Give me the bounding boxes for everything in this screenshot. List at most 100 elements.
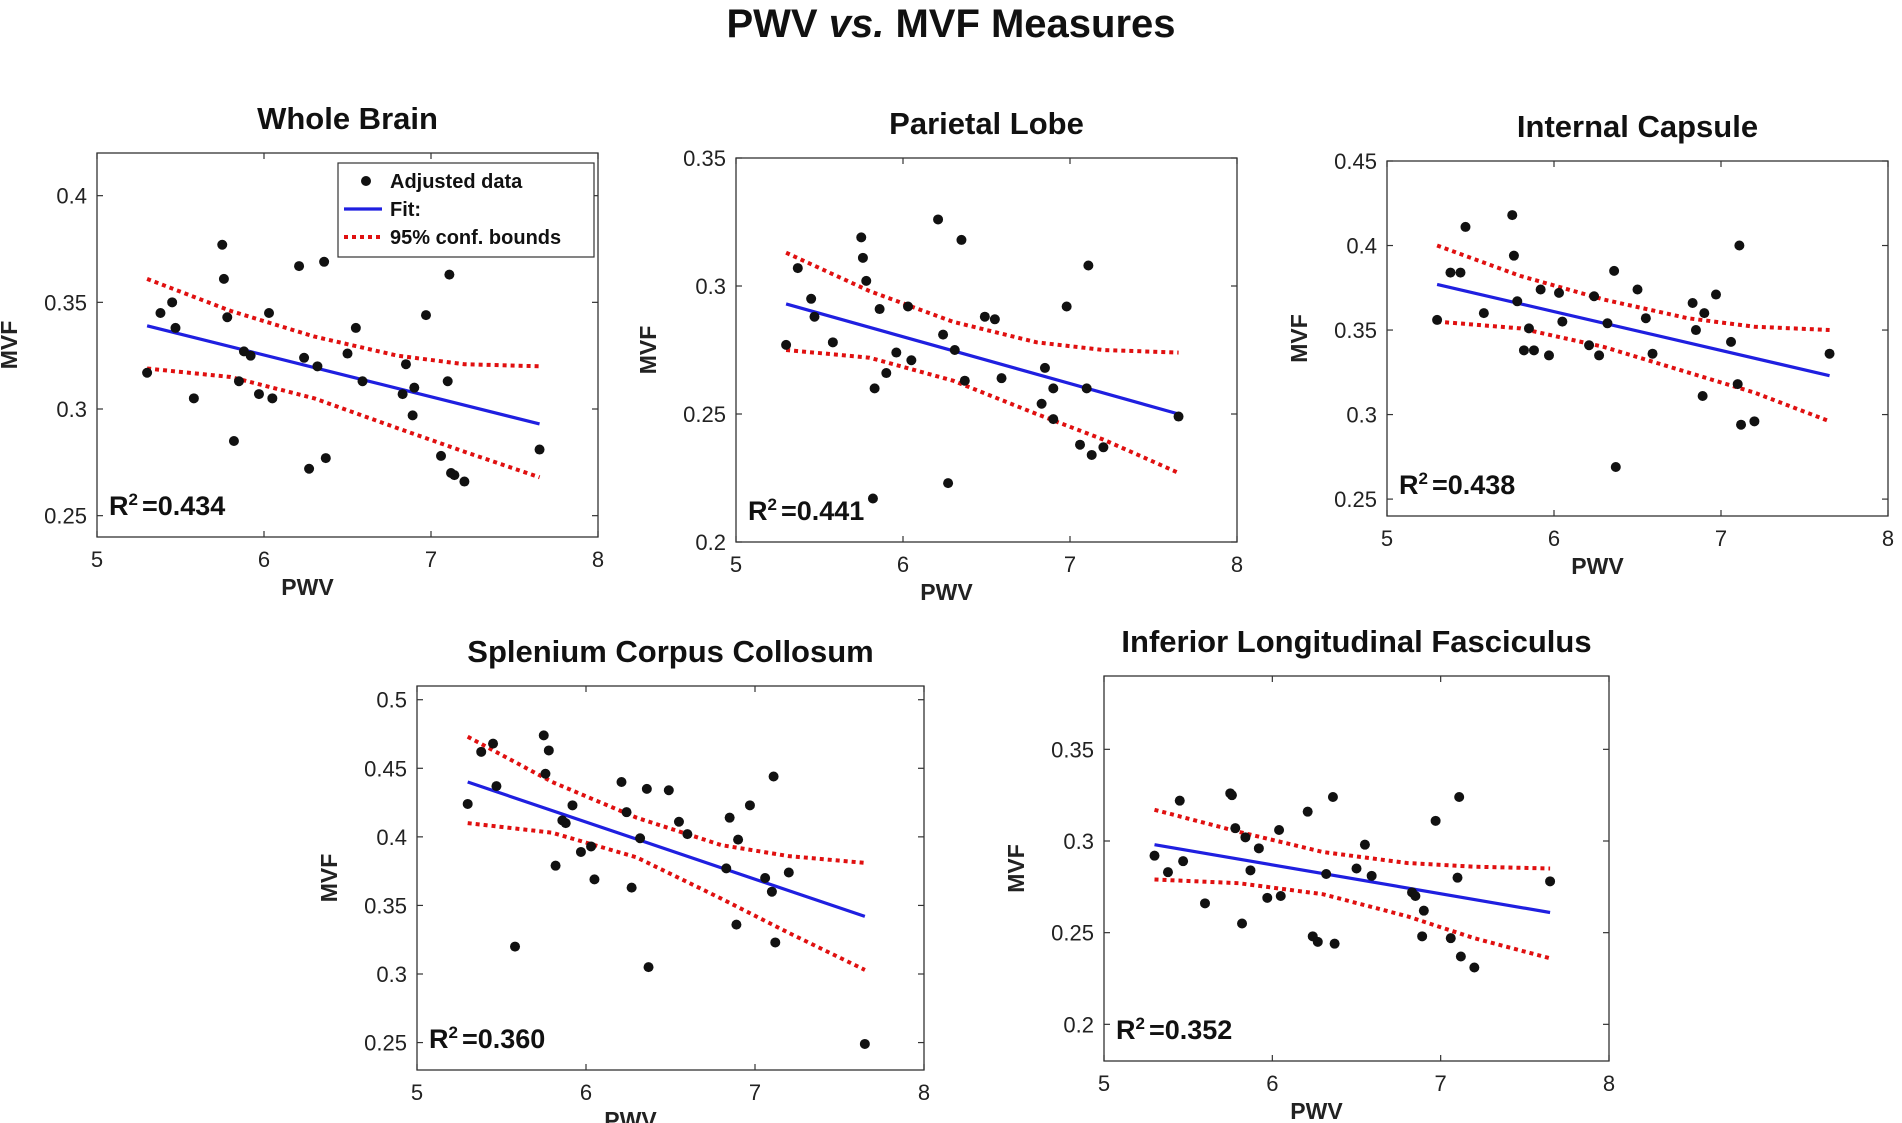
- data-point: [1518, 345, 1529, 356]
- data-point: [1452, 872, 1463, 883]
- data-point: [959, 375, 970, 386]
- data-point: [228, 436, 239, 446]
- legend-point-marker: [361, 176, 371, 186]
- y-tick-label: 0.35: [44, 290, 87, 315]
- data-point: [1075, 439, 1086, 450]
- data-point: [444, 269, 455, 280]
- data-point: [861, 275, 872, 286]
- data-point: [142, 367, 153, 378]
- y-axis-label: MVF: [635, 326, 661, 375]
- data-point: [1410, 891, 1421, 901]
- data-point: [1455, 951, 1466, 962]
- data-point: [510, 941, 521, 952]
- axes-box: [96, 152, 599, 538]
- data-point: [856, 232, 867, 243]
- data-point: [1543, 350, 1554, 361]
- x-axis-label: PWV: [604, 1107, 657, 1123]
- y-tick-label: 0.2: [695, 530, 726, 555]
- data-point: [459, 476, 470, 487]
- lower-confidence-bound: [1154, 877, 1551, 961]
- y-tick-label: 0.3: [1063, 829, 1094, 854]
- data-point: [188, 393, 199, 404]
- data-point: [1039, 362, 1050, 373]
- data-point: [1507, 210, 1518, 221]
- r-squared-exponent: 2: [449, 1023, 458, 1042]
- data-point: [938, 329, 949, 340]
- data-point: [859, 1038, 870, 1049]
- y-tick-label: 0.25: [1051, 921, 1094, 946]
- data-point: [721, 863, 732, 874]
- data-point: [867, 493, 878, 504]
- upper-confidence-bound: [146, 277, 540, 369]
- data-point: [245, 350, 256, 361]
- y-axis-label: MVF: [0, 321, 22, 370]
- fit-line: [785, 302, 1179, 416]
- r-squared-value: =0.438: [1432, 470, 1515, 500]
- data-point: [1036, 398, 1047, 409]
- data-point: [956, 234, 967, 245]
- lower-confidence-bound: [785, 348, 1180, 475]
- chart-title: Internal Capsule: [1517, 109, 1758, 144]
- data-point: [538, 730, 549, 741]
- x-tick-label: 5: [1381, 526, 1393, 551]
- data-point: [1640, 313, 1651, 324]
- data-point: [641, 783, 652, 794]
- data-point: [881, 368, 892, 379]
- data-point: [682, 829, 693, 840]
- x-tick-label: 8: [1231, 552, 1243, 577]
- y-tick-label: 0.3: [56, 397, 87, 422]
- x-tick-label: 6: [1548, 526, 1560, 551]
- figure-title-prefix: PWV: [726, 2, 818, 46]
- data-point: [943, 478, 954, 489]
- data-point: [420, 310, 431, 321]
- data-point: [294, 261, 305, 272]
- data-point: [1329, 938, 1340, 949]
- data-point: [781, 339, 792, 350]
- data-point: [731, 919, 742, 930]
- figure-title-vs: vs.: [828, 2, 885, 46]
- data-point: [264, 308, 275, 318]
- data-point: [319, 256, 330, 267]
- y-tick-label: 0.4: [1346, 234, 1377, 259]
- r-squared-value: =0.441: [781, 496, 864, 526]
- data-point: [488, 738, 499, 749]
- data-point: [1230, 823, 1241, 834]
- data-point: [1274, 825, 1285, 835]
- y-tick-label: 0.5: [376, 688, 407, 713]
- y-tick-label: 0.4: [56, 184, 87, 209]
- y-axis-label: MVF: [316, 854, 342, 903]
- data-point: [1690, 325, 1701, 336]
- legend-fit-label: Fit:: [390, 199, 421, 221]
- data-point: [891, 347, 902, 358]
- upper-confidence-bound: [1436, 243, 1830, 332]
- data-point: [1081, 383, 1092, 394]
- data-point: [869, 383, 880, 394]
- x-tick-label: 5: [411, 1080, 423, 1105]
- data-point: [1478, 308, 1489, 319]
- data-point: [462, 798, 473, 809]
- data-point: [1609, 265, 1620, 276]
- chart-title: Parietal Lobe: [889, 106, 1084, 141]
- data-point: [1589, 291, 1600, 302]
- data-point: [586, 841, 597, 852]
- x-tick-label: 6: [258, 547, 270, 572]
- data-point: [766, 886, 777, 897]
- data-point: [1417, 931, 1428, 942]
- data-point: [357, 376, 368, 387]
- data-point: [155, 308, 166, 318]
- data-point: [1327, 792, 1338, 802]
- data-point: [783, 867, 794, 878]
- fit-line: [1436, 282, 1830, 378]
- data-point: [1240, 832, 1251, 843]
- data-point: [218, 273, 229, 284]
- data-point: [320, 453, 331, 464]
- data-point: [1048, 383, 1059, 394]
- data-point: [949, 345, 960, 355]
- r-squared-value: =0.352: [1149, 1015, 1232, 1045]
- y-tick-label: 0.35: [683, 146, 726, 171]
- r-squared-exponent: 2: [1419, 469, 1428, 488]
- data-point: [312, 361, 323, 372]
- data-point: [1083, 260, 1094, 271]
- chart-title: Whole Brain: [257, 101, 438, 136]
- fit-line: [1154, 843, 1551, 915]
